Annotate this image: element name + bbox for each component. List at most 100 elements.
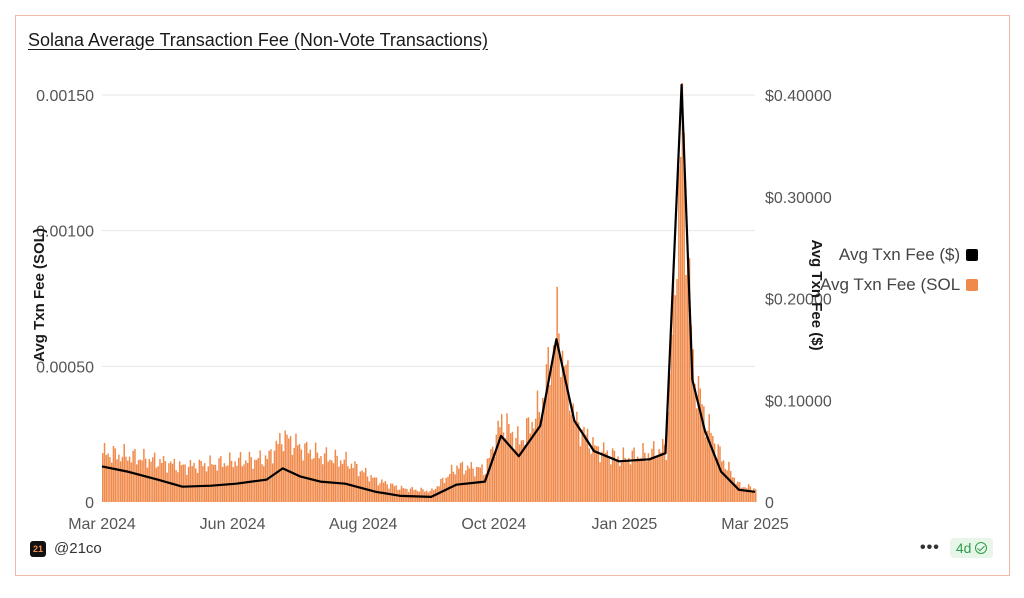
x-tick-label: Jan 2025	[591, 516, 657, 533]
bar	[275, 440, 278, 502]
bar	[737, 481, 739, 502]
bar	[520, 440, 523, 502]
bar	[118, 454, 120, 502]
bar	[635, 461, 637, 502]
bar	[627, 457, 630, 502]
y-left-axis-title: Avg Txn Fee (SOL)	[31, 228, 48, 362]
bar	[649, 457, 651, 502]
x-tick-label: Oct 2024	[461, 516, 526, 533]
bar	[713, 443, 716, 502]
legend-item-sol[interactable]: Avg Txn Fee (SOL	[820, 270, 979, 300]
bar	[196, 472, 199, 502]
bar	[146, 467, 149, 502]
chart-title: Solana Average Transaction Fee (Non-Vote…	[28, 30, 488, 50]
bar	[488, 457, 490, 502]
bar	[137, 460, 140, 502]
source-credit: 21 @21co	[30, 540, 102, 557]
bar	[339, 460, 342, 502]
bar	[266, 459, 269, 502]
bar	[577, 422, 580, 502]
bar	[119, 461, 122, 502]
bar	[683, 133, 685, 502]
bar	[688, 258, 691, 502]
bar	[561, 350, 564, 502]
y-right-tick-label: $0.20000	[765, 292, 832, 309]
bar	[506, 413, 508, 502]
bar	[559, 377, 562, 502]
bar	[372, 477, 374, 502]
bar	[105, 455, 108, 502]
bar	[291, 454, 294, 502]
bar	[330, 460, 333, 502]
legend-label-usd: Avg Txn Fee ($)	[838, 245, 961, 264]
bar	[556, 286, 558, 502]
bar	[669, 373, 671, 502]
bar	[245, 460, 247, 502]
freshness-badge[interactable]: 4d	[949, 538, 994, 558]
bar	[289, 436, 292, 502]
legend-item-usd[interactable]: Avg Txn Fee ($)	[820, 240, 979, 270]
bar	[497, 420, 499, 502]
bar	[728, 461, 730, 502]
bar	[640, 458, 642, 502]
bar	[731, 477, 734, 502]
bar	[297, 445, 299, 502]
bar	[492, 446, 494, 502]
bar	[695, 408, 698, 502]
bar	[173, 458, 176, 502]
bar	[395, 485, 397, 502]
more-options-button[interactable]: •••	[920, 539, 940, 556]
bar	[733, 477, 736, 502]
bar	[576, 411, 578, 502]
bar	[527, 417, 530, 502]
bar	[629, 464, 632, 502]
bar	[742, 487, 744, 502]
bar	[182, 464, 184, 502]
bar	[186, 474, 188, 502]
bar	[343, 459, 346, 502]
legend-label-sol: Avg Txn Fee (SOL	[820, 275, 961, 294]
bar	[753, 488, 755, 502]
bar	[631, 450, 634, 502]
bar	[361, 470, 363, 502]
bar	[540, 418, 542, 502]
bar	[198, 459, 201, 502]
bar	[699, 388, 702, 502]
bar	[234, 461, 236, 502]
bar	[177, 472, 179, 502]
bar	[500, 414, 503, 502]
bar	[597, 446, 600, 502]
bar	[581, 429, 583, 502]
y-right-axis-title: Avg Txn Fee ($)	[808, 239, 825, 350]
bar	[314, 442, 317, 502]
x-tick-label: Mar 2024	[68, 516, 136, 533]
bar	[293, 447, 295, 502]
bar	[207, 466, 210, 502]
bar	[123, 443, 125, 502]
bar	[334, 449, 337, 502]
bar	[187, 466, 190, 502]
bar	[647, 453, 650, 502]
bar	[504, 438, 507, 502]
bar	[522, 440, 524, 502]
bar	[712, 436, 714, 502]
bar	[574, 421, 576, 502]
bar	[220, 456, 222, 502]
bar	[583, 426, 585, 502]
bar	[345, 451, 347, 502]
bar	[357, 476, 360, 502]
bar	[595, 446, 598, 502]
bar	[565, 364, 567, 502]
bar	[193, 462, 195, 502]
bar	[484, 473, 487, 502]
bar	[661, 438, 664, 502]
bar	[472, 468, 474, 502]
bar	[459, 463, 462, 502]
bar	[350, 463, 353, 502]
bar	[474, 476, 476, 502]
bar	[112, 445, 115, 502]
bar	[533, 428, 535, 502]
bar	[212, 465, 215, 502]
bar	[626, 459, 628, 502]
